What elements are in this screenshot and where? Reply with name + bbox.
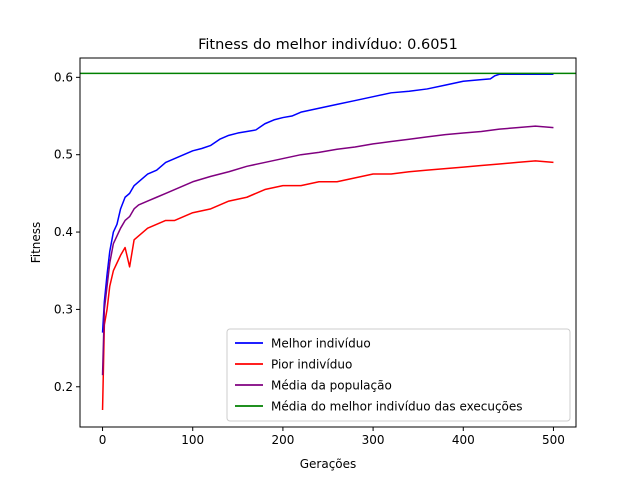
x-tick-label-0: 0 [99,433,107,447]
y-tick-label-2: 0.4 [54,225,73,239]
y-axis-label: Fitness [29,222,43,264]
chart-title: Fitness do melhor indivíduo: 0.6051 [198,37,458,53]
legend-label-1: Pior indivíduo [271,358,352,372]
x-tick-label-1: 100 [181,433,204,447]
series-line-0 [101,73,554,333]
series-line-1 [101,160,554,410]
plot-area: 0 100 200 300 400 500 0.2 0.3 0.4 0.5 0.6 [54,57,577,447]
y-tick-label-0: 0.2 [54,380,73,394]
legend: Melhor indivíduo Pior indivíduo Média da p… [226,328,571,422]
x-axis-ticks: 0 100 200 300 400 500 [99,427,565,447]
x-tick-label-3: 300 [362,433,385,447]
legend-label-0: Melhor indivíduo [271,337,371,351]
y-tick-label-4: 0.6 [54,70,73,84]
y-tick-label-3: 0.5 [54,148,73,162]
series-line-2 [101,125,554,376]
legend-box [226,328,571,422]
x-tick-label-2: 200 [271,433,294,447]
y-axis-ticks: 0.2 0.3 0.4 0.5 0.6 [54,70,80,394]
x-axis-label: Gerações [300,457,357,471]
legend-label-2: Média da população [271,379,392,393]
plot-frame [79,57,577,428]
y-tick-label-1: 0.3 [54,302,73,316]
series-group [80,72,576,410]
x-tick-label-4: 400 [452,433,475,447]
legend-label-3: Média do melhor indivíduo das execuções [271,400,523,414]
x-tick-label-5: 500 [542,433,565,447]
